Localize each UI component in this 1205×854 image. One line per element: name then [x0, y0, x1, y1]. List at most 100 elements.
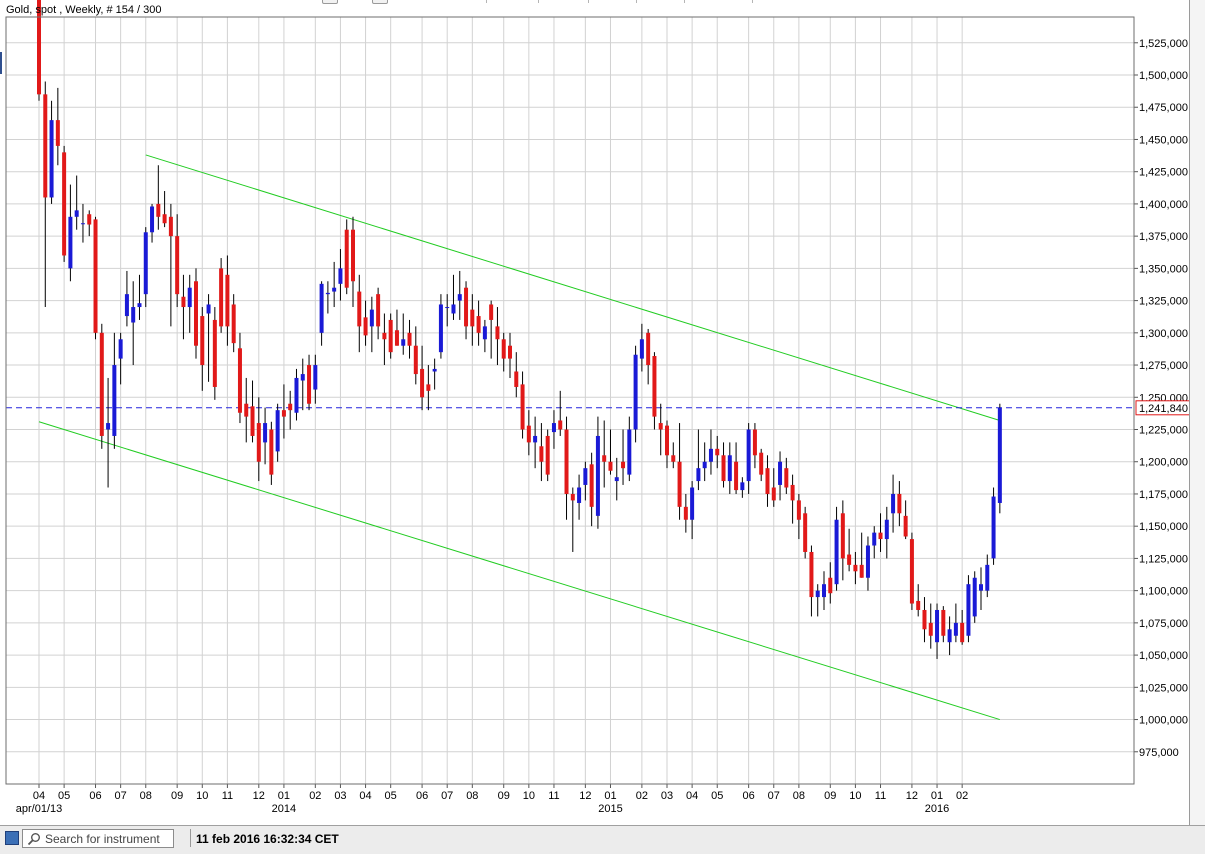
candle-body-up: [577, 487, 582, 503]
candle-body-down: [476, 316, 481, 333]
candle-body-down: [426, 384, 431, 391]
candle-body-up: [325, 292, 330, 295]
x-tick-label: 04: [33, 790, 45, 802]
candle-body-down: [621, 461, 626, 469]
chart-title: Gold, spot , Weekly, # 154 / 300: [6, 4, 162, 16]
timestamp: 11 feb 2016 16:32:34 CET: [196, 832, 339, 846]
candle-body-down: [181, 296, 186, 308]
upper-channel-line: [145, 154, 1000, 421]
y-tick-label: 1,450,000: [1139, 134, 1188, 146]
candle-body-down: [928, 622, 933, 636]
candle-body-up: [131, 307, 136, 323]
candle-body-down: [407, 332, 412, 346]
x-tick-label: 06: [89, 790, 101, 802]
candle-body-down: [43, 94, 48, 198]
candle-body-up: [778, 461, 783, 485]
candle-body-up: [639, 339, 644, 359]
x-tick-label: 08: [466, 790, 478, 802]
x-tick-label: 05: [711, 790, 723, 802]
candle-body-down: [558, 420, 563, 430]
candle-body-up: [300, 374, 305, 381]
toolbar-separator: [588, 0, 589, 3]
x-tick-label: 09: [498, 790, 510, 802]
candle-body-up: [68, 216, 73, 269]
y-tick-label: 1,100,000: [1139, 586, 1188, 598]
candle-body-up: [319, 283, 324, 333]
candle-body-down: [394, 330, 399, 346]
candle-body-down: [256, 423, 261, 462]
candle-body-down: [225, 274, 230, 327]
grid: [6, 17, 1134, 784]
candle-body-down: [840, 513, 845, 559]
candle-body-down: [771, 487, 776, 501]
x-tick-label: 01: [931, 790, 943, 802]
candle-body-up: [953, 622, 958, 636]
candle-body-down: [93, 219, 98, 333]
candle-body-down: [382, 332, 387, 340]
toolbar-separator: [752, 0, 753, 3]
candle-body-down: [809, 551, 814, 598]
y-tick-label: 1,350,000: [1139, 263, 1188, 275]
candle-body-up: [746, 429, 751, 482]
instrument-search[interactable]: [22, 829, 174, 848]
toolbar-separator: [486, 0, 487, 3]
candle-body-down: [357, 291, 362, 327]
plot-area: [6, 17, 1134, 784]
candle-body-down: [803, 513, 808, 552]
candle-body-down: [765, 468, 770, 494]
right-scroll-panel[interactable]: [1189, 0, 1205, 825]
candle-body-down: [269, 429, 274, 475]
candle-body-up: [275, 410, 280, 452]
candle-body-down: [501, 339, 506, 359]
candle-body-down: [526, 425, 531, 443]
candle-body-down: [307, 365, 312, 404]
candle-body-down: [162, 214, 167, 224]
search-input[interactable]: [45, 830, 171, 847]
candle-body-up: [708, 448, 713, 462]
y-tick-label: 1,075,000: [1139, 618, 1188, 630]
x-tick-label: 09: [171, 790, 183, 802]
axes: 1,525,000 1,500,000 1,475,000 1,450,000 1,42…: [5, 16, 1189, 815]
toolbar-button[interactable]: [372, 0, 388, 4]
candle-body-down: [677, 461, 682, 507]
x-tick-label: 12: [579, 790, 591, 802]
candle-body-down: [495, 326, 500, 340]
y-tick-label: 1,025,000: [1139, 682, 1188, 694]
toolbar-button[interactable]: [322, 0, 338, 4]
chart-canvas[interactable]: 1,525,000 1,500,000 1,475,000 1,450,000 1,42…: [0, 0, 1189, 825]
candle-body-up: [533, 435, 538, 443]
candle-body-down: [489, 304, 494, 320]
candle-body-up: [727, 455, 732, 482]
candle-body-up: [991, 496, 996, 559]
candle-body-down: [752, 429, 757, 456]
candle-body-up: [834, 519, 839, 585]
candle-body-down: [231, 304, 236, 344]
channel-trendlines[interactable]: [6, 154, 1134, 721]
status-bar: 11 feb 2016 16:32:34 CET: [0, 825, 1205, 854]
y-tick-label: 1,275,000: [1139, 360, 1188, 372]
x-tick-label: 11: [222, 790, 233, 802]
candle-body-up: [451, 304, 456, 314]
x-period-label: 2015: [598, 803, 622, 815]
candle-body-up: [438, 304, 443, 353]
candle-body-down: [658, 423, 663, 430]
candle-body-down: [99, 332, 104, 436]
candle-body-up: [627, 429, 632, 475]
x-period-label: apr/01/13: [16, 803, 62, 815]
x-tick-label: 12: [906, 790, 918, 802]
y-tick-label: 1,375,000: [1139, 231, 1188, 243]
candle-body-down: [909, 539, 914, 604]
y-tick-label: 1,475,000: [1139, 102, 1188, 114]
candle-body-down: [897, 493, 902, 514]
status-indicator-icon[interactable]: [5, 831, 19, 845]
candle-body-up: [118, 339, 123, 359]
candle-body-down: [847, 554, 852, 565]
candle-body-up: [822, 584, 826, 598]
search-icon[interactable]: [27, 832, 41, 846]
candle-body-down: [250, 406, 255, 436]
current-price-box: [1135, 400, 1189, 416]
candle-body-down: [508, 345, 512, 359]
candle-body-down: [941, 609, 946, 636]
candle-body-up: [338, 268, 343, 284]
plot-frame: [5, 16, 1135, 785]
